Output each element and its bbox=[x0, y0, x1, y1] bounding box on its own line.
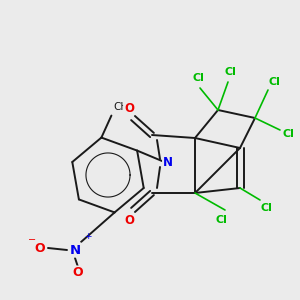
Text: Cl: Cl bbox=[215, 215, 227, 225]
Text: Cl: Cl bbox=[192, 73, 204, 83]
Text: Cl: Cl bbox=[224, 67, 236, 77]
Text: O: O bbox=[124, 214, 134, 226]
Text: N: N bbox=[69, 244, 81, 256]
Text: −: − bbox=[28, 235, 36, 245]
Text: N: N bbox=[163, 157, 173, 169]
Text: Cl: Cl bbox=[268, 77, 280, 87]
Text: Cl: Cl bbox=[282, 129, 294, 139]
Text: O: O bbox=[35, 242, 45, 254]
Text: +: + bbox=[84, 232, 92, 241]
Text: O: O bbox=[124, 101, 134, 115]
Text: CH₃: CH₃ bbox=[113, 102, 133, 112]
Text: Cl: Cl bbox=[260, 203, 272, 213]
Text: O: O bbox=[73, 266, 83, 280]
